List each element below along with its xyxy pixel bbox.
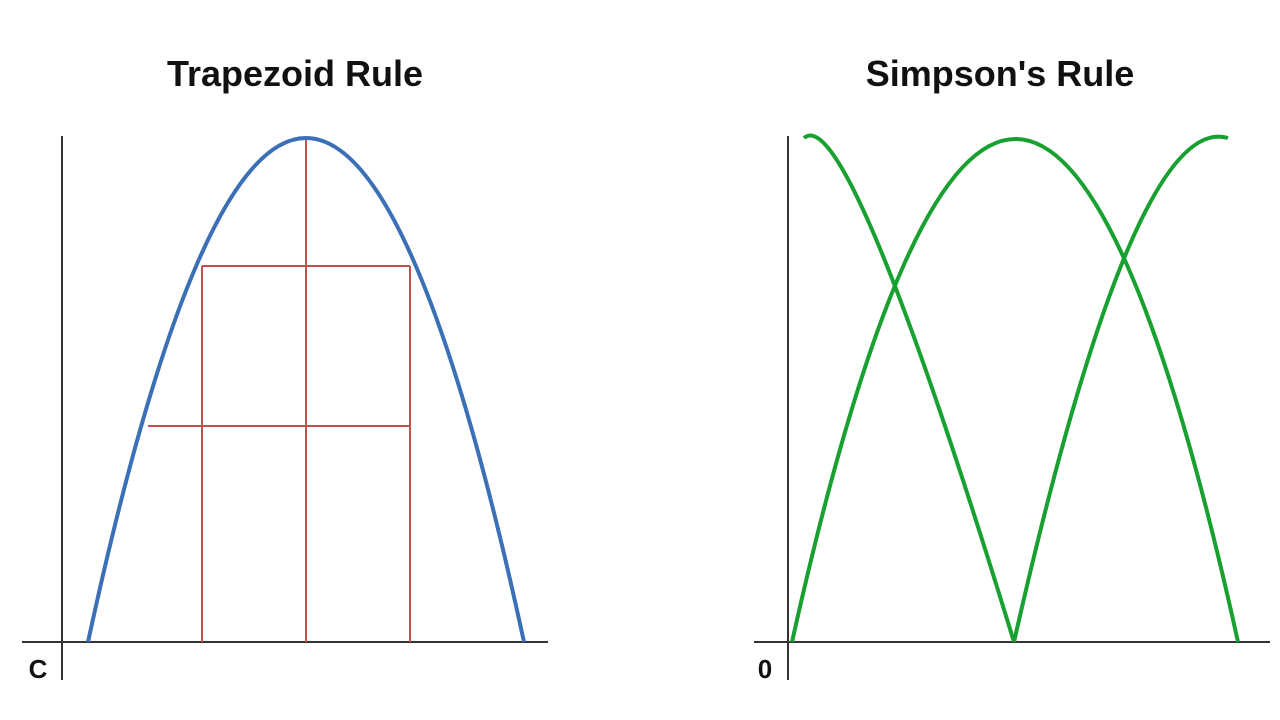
simpson-middle-arc [790,137,1240,643]
simpson-panel: Simpson's Rule 0 [754,53,1270,684]
simpson-right-arc [1012,134,1229,643]
simpson-title: Simpson's Rule [866,53,1135,94]
trapezoid-grid [148,138,411,642]
trapezoid-origin-label: C [29,654,48,684]
trapezoid-panel: Trapezoid Rule C [22,53,548,684]
trapezoid-curve [86,136,526,643]
simpson-curves [790,133,1240,643]
simpson-origin-label: 0 [758,654,772,684]
simpson-left-arc [802,133,1016,643]
trapezoid-title: Trapezoid Rule [167,53,423,94]
